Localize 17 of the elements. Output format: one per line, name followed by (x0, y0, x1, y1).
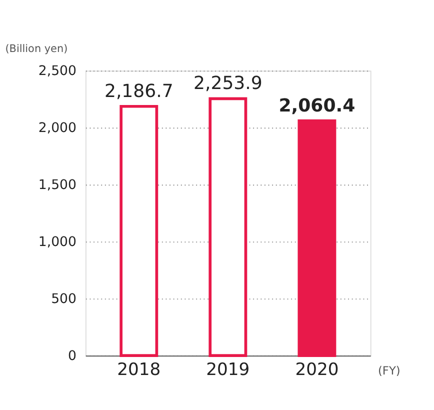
bar (298, 119, 336, 357)
x-tick-label: 2018 (117, 360, 161, 380)
y-tick-label: 2,500 (38, 64, 76, 79)
x-tick-label: 2019 (206, 360, 250, 380)
data-label: 2,186.7 (104, 80, 174, 102)
data-label: 2,253.9 (194, 73, 262, 94)
data-label: 2,060.4 (278, 95, 356, 116)
bar (208, 97, 248, 357)
x-axis-title: (FY) (378, 364, 400, 378)
bar (120, 104, 158, 357)
y-axis-title: (Billion yen) (5, 43, 68, 56)
x-tick-label: 2020 (295, 360, 339, 380)
y-tick-label: 1,000 (38, 234, 76, 250)
y-tick-label: 1,500 (38, 178, 76, 193)
y-tick-label: 500 (51, 292, 76, 307)
y-tick-label: 0 (68, 348, 76, 364)
y-tick-label: 2,000 (38, 120, 76, 136)
